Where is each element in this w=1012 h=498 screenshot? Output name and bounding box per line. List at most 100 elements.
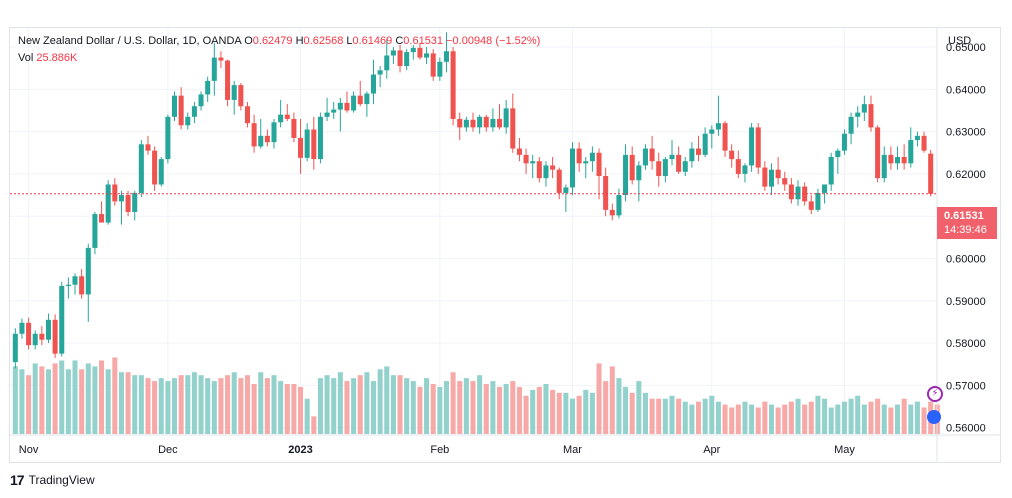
- volume-bar: [165, 381, 171, 434]
- volume-bar: [370, 381, 377, 434]
- volume-bar: [788, 401, 794, 434]
- tradingview-logo-icon: 17: [10, 472, 25, 488]
- symbol-title[interactable]: New Zealand Dollar / U.S. Dollar, 1D, OA…: [18, 35, 242, 47]
- candle-body: [152, 150, 158, 185]
- volume-bar: [676, 398, 682, 434]
- candles: [12, 32, 934, 369]
- high-label: H: [295, 35, 304, 47]
- candle-body: [782, 178, 788, 185]
- candle-body: [205, 80, 211, 95]
- candle-body: [868, 104, 874, 128]
- volume-bar: [185, 375, 191, 434]
- candle-body: [629, 154, 635, 181]
- candle-body: [576, 148, 582, 164]
- volume-bar: [463, 378, 469, 434]
- globe-icon[interactable]: [927, 410, 941, 424]
- candle-body: [696, 148, 702, 155]
- volume-bar: [669, 395, 675, 434]
- volume-bar: [649, 398, 655, 434]
- high-value: 0.62568: [303, 35, 344, 47]
- candle-body: [921, 135, 927, 151]
- candle-body: [848, 116, 854, 134]
- volume-bar: [457, 381, 463, 434]
- candle-body: [682, 161, 688, 172]
- volume-bars: [12, 357, 940, 434]
- volume-bar: [291, 384, 297, 434]
- volume-bar: [410, 381, 416, 434]
- candle-body: [729, 150, 735, 160]
- volume-bar: [576, 395, 582, 434]
- price-tick-label: 0.57000: [946, 380, 986, 392]
- volume-label[interactable]: Vol: [18, 52, 34, 64]
- candle-body: [616, 195, 622, 216]
- candle-body: [477, 116, 483, 128]
- volume-bar: [536, 386, 542, 434]
- candle-body: [914, 135, 920, 141]
- volume-bar: [755, 407, 761, 434]
- candle-body: [424, 53, 430, 58]
- volume-bar: [828, 407, 834, 434]
- candle-body: [231, 85, 237, 100]
- candle-body: [749, 127, 755, 166]
- candle-body: [85, 247, 91, 295]
- candle-body: [510, 108, 516, 149]
- candle-body: [822, 184, 828, 193]
- volume-bar: [822, 398, 828, 434]
- currency-label[interactable]: USD: [948, 35, 972, 47]
- volume-bar: [145, 378, 151, 434]
- candle-body: [457, 118, 463, 128]
- volume-bar: [138, 375, 144, 434]
- lightning-icon[interactable]: ⚡: [927, 386, 943, 402]
- volume-bar: [238, 378, 244, 434]
- volume-bar: [205, 378, 211, 434]
- candle-body: [662, 159, 668, 177]
- candle-body: [26, 322, 32, 346]
- candle-body: [351, 95, 357, 111]
- volume-bar: [384, 366, 390, 434]
- candle-body: [536, 161, 542, 179]
- volume-bar: [45, 369, 52, 434]
- candle-body: [656, 161, 662, 177]
- candle-body: [636, 165, 642, 181]
- volume-bar: [364, 372, 370, 434]
- time-tick-label: Dec: [158, 444, 178, 456]
- volume-bar: [112, 357, 118, 434]
- candle-body: [410, 47, 416, 53]
- volume-bar: [397, 375, 403, 434]
- footer-brand[interactable]: 17 TradingView: [10, 472, 95, 488]
- volume-bar: [99, 360, 105, 434]
- open-value: 0.62479: [252, 35, 293, 47]
- close-value: 0.61531: [403, 35, 444, 47]
- volume-bar: [32, 363, 38, 434]
- candle-body: [390, 50, 396, 56]
- open-label: O: [244, 35, 253, 47]
- volume-bar: [79, 369, 85, 434]
- candle-body: [244, 106, 250, 124]
- candle-body: [145, 144, 151, 151]
- candle-body: [563, 187, 569, 193]
- volume-bar: [656, 398, 662, 434]
- candle-body: [894, 156, 901, 164]
- candle-body: [543, 165, 549, 179]
- candle-body: [603, 176, 609, 210]
- volume-bar: [682, 401, 688, 434]
- candle-body: [291, 118, 297, 138]
- candle-body: [755, 127, 761, 168]
- volume-bar: [12, 366, 18, 434]
- volume-bar: [855, 395, 861, 434]
- candle-body: [835, 150, 841, 157]
- candle-body: [881, 154, 887, 179]
- candle-body: [450, 51, 456, 119]
- candle-body: [198, 94, 204, 107]
- candle-body: [284, 114, 290, 119]
- candle-body: [344, 102, 350, 111]
- candle-body: [788, 184, 794, 200]
- volume-bar: [171, 378, 178, 434]
- volume-bar: [19, 369, 25, 434]
- candle-body: [609, 209, 615, 216]
- volume-bar: [490, 381, 496, 434]
- volume-bar: [503, 384, 509, 434]
- candle-body: [589, 152, 595, 162]
- candle-body: [45, 319, 52, 340]
